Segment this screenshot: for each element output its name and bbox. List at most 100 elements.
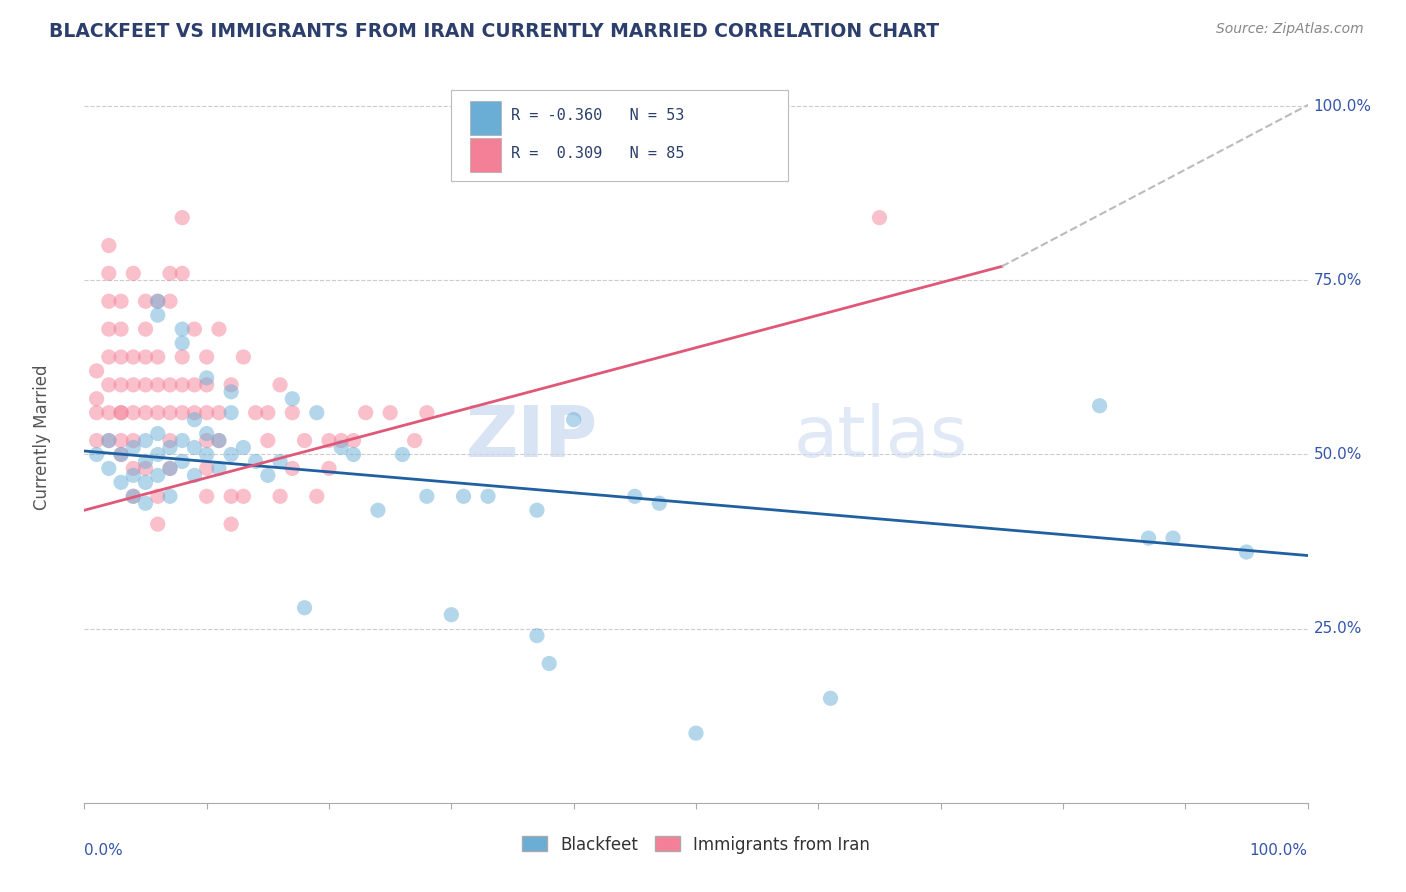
Text: R =  0.309   N = 85: R = 0.309 N = 85 <box>512 145 685 161</box>
Point <box>281 392 304 406</box>
Point <box>146 377 169 392</box>
Point <box>159 377 181 392</box>
Point <box>159 406 181 420</box>
FancyBboxPatch shape <box>451 90 787 181</box>
Point <box>1236 545 1258 559</box>
Point <box>110 475 132 490</box>
Point <box>183 377 205 392</box>
Text: Currently Married: Currently Married <box>32 364 51 510</box>
Point <box>122 377 145 392</box>
Point <box>86 364 108 378</box>
Point <box>195 377 218 392</box>
Point <box>97 406 120 420</box>
Point <box>110 448 132 462</box>
Text: ZIP: ZIP <box>465 402 598 472</box>
Point <box>172 266 194 280</box>
Point <box>342 434 364 448</box>
Point <box>219 384 242 399</box>
Point <box>195 350 218 364</box>
Point <box>122 489 145 503</box>
Point <box>526 503 548 517</box>
Point <box>219 517 242 532</box>
Point <box>146 517 169 532</box>
Point <box>330 434 353 448</box>
Point <box>1161 531 1184 545</box>
Point <box>183 406 205 420</box>
Point <box>97 377 120 392</box>
Point <box>122 468 145 483</box>
Point <box>159 266 181 280</box>
Point <box>172 454 194 468</box>
Point <box>146 448 169 462</box>
Point <box>86 406 108 420</box>
Point <box>97 434 120 448</box>
Point <box>257 468 280 483</box>
FancyBboxPatch shape <box>470 102 502 135</box>
Point <box>208 461 231 475</box>
Point <box>219 406 242 420</box>
Point <box>219 489 242 503</box>
Point <box>110 350 132 364</box>
Point <box>245 454 267 468</box>
Point <box>86 448 108 462</box>
Point <box>195 448 218 462</box>
Point <box>135 350 157 364</box>
Point <box>391 448 413 462</box>
Point <box>257 434 280 448</box>
Point <box>318 434 340 448</box>
Point <box>172 406 194 420</box>
Point <box>146 426 169 441</box>
Point <box>232 441 254 455</box>
Point <box>562 412 585 426</box>
Point <box>195 489 218 503</box>
Point <box>135 434 157 448</box>
Point <box>1088 399 1111 413</box>
Point <box>305 406 328 420</box>
Point <box>195 371 218 385</box>
Text: atlas: atlas <box>794 402 969 472</box>
Point <box>122 406 145 420</box>
Text: 100.0%: 100.0% <box>1250 843 1308 858</box>
Point <box>685 726 707 740</box>
Point <box>195 461 218 475</box>
Point <box>232 489 254 503</box>
Point <box>110 406 132 420</box>
Point <box>820 691 842 706</box>
Point <box>159 441 181 455</box>
Point <box>146 294 169 309</box>
Point <box>135 461 157 475</box>
Point <box>159 489 181 503</box>
Point <box>97 238 120 252</box>
Text: 100.0%: 100.0% <box>1313 99 1372 113</box>
Point <box>318 461 340 475</box>
Point <box>97 266 120 280</box>
Point <box>97 461 120 475</box>
Point <box>135 406 157 420</box>
Point <box>183 441 205 455</box>
Point <box>135 377 157 392</box>
Point <box>159 294 181 309</box>
Point <box>208 434 231 448</box>
Point <box>330 441 353 455</box>
Point <box>380 406 402 420</box>
Point <box>526 629 548 643</box>
Point <box>122 489 145 503</box>
Point <box>281 461 304 475</box>
Point <box>305 489 328 503</box>
Point <box>172 211 194 225</box>
Text: Source: ZipAtlas.com: Source: ZipAtlas.com <box>1216 22 1364 37</box>
Point <box>172 377 194 392</box>
Point <box>110 434 132 448</box>
Point <box>122 461 145 475</box>
Point <box>294 600 316 615</box>
Point <box>219 377 242 392</box>
Point <box>172 322 194 336</box>
Point <box>477 489 499 503</box>
Point <box>146 406 169 420</box>
Point <box>97 294 120 309</box>
Point <box>869 211 891 225</box>
Point <box>648 496 671 510</box>
Point <box>195 426 218 441</box>
Point <box>135 322 157 336</box>
Point <box>1137 531 1160 545</box>
